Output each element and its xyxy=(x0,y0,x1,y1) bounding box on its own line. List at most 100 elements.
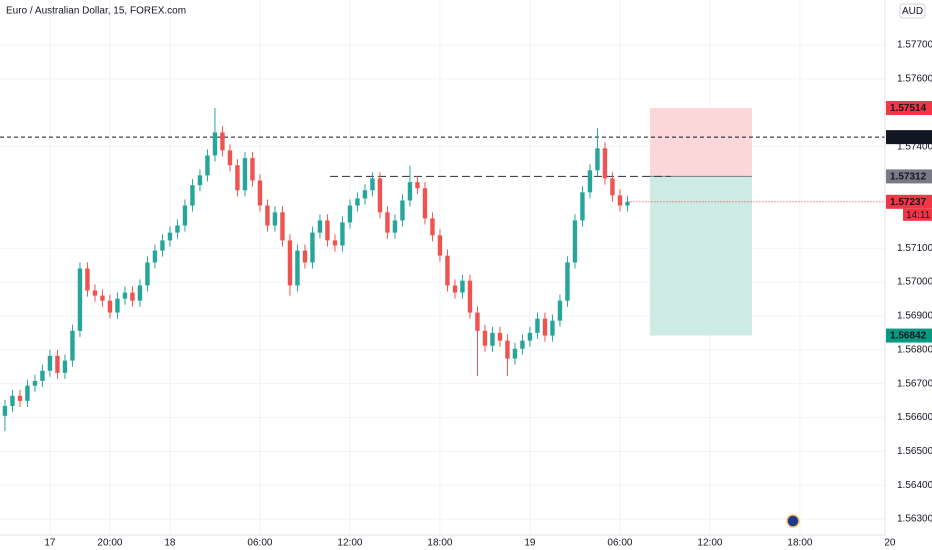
bottom-axis xyxy=(0,535,885,550)
y-tick-label: 1.56900 xyxy=(897,311,932,322)
y-tick-label: 1.56800 xyxy=(897,344,932,355)
candle-body xyxy=(595,148,600,171)
candle-body xyxy=(460,280,465,293)
candle-body xyxy=(557,300,563,321)
candle-body xyxy=(527,332,533,341)
candle-body xyxy=(197,175,203,186)
candle-body xyxy=(167,232,173,241)
candle-body xyxy=(242,158,248,191)
candle-body xyxy=(325,220,330,241)
candle-body xyxy=(550,320,555,336)
candle-body xyxy=(362,190,368,199)
candle-body xyxy=(497,332,503,341)
x-tick-label: 06:00 xyxy=(247,538,272,549)
candle-body xyxy=(302,250,308,263)
candle-body xyxy=(182,205,188,226)
candle-body xyxy=(152,250,158,263)
y-tick-label: 1.56400 xyxy=(897,480,932,491)
candle-body xyxy=(445,255,450,286)
candle-body xyxy=(100,295,105,301)
target-tag xyxy=(886,328,932,343)
y-tick-label: 1.56600 xyxy=(897,412,932,423)
y-tick-label: 1.57700 xyxy=(897,40,932,51)
x-tick-label: 17 xyxy=(44,538,56,549)
candle-body xyxy=(407,182,413,201)
candle-body xyxy=(317,220,323,233)
countdown-tag xyxy=(903,208,932,221)
x-tick-label: 18:00 xyxy=(787,538,812,549)
x-tick-label: 19 xyxy=(524,538,536,549)
y-tick-label: 1.57000 xyxy=(897,277,932,288)
candle-body xyxy=(32,380,38,386)
x-tick-label: 18 xyxy=(164,538,176,549)
candle-body xyxy=(145,262,150,286)
level-tag xyxy=(886,130,932,145)
candle-body xyxy=(625,201,630,206)
candle-body xyxy=(77,268,83,331)
candle-body xyxy=(392,220,398,233)
candle-body xyxy=(572,220,578,263)
candle-body xyxy=(340,222,345,246)
entry-label: 1.57312 xyxy=(890,172,927,183)
candle-body xyxy=(332,240,338,246)
candle-body xyxy=(437,235,443,256)
candle-body xyxy=(490,332,495,346)
candle-body xyxy=(520,340,525,349)
candle-body xyxy=(272,212,278,226)
candle-body xyxy=(377,178,383,213)
candle-body xyxy=(47,355,53,371)
target-zone xyxy=(649,176,752,336)
candle-body xyxy=(422,188,428,219)
candle-body xyxy=(355,198,360,206)
candle-body xyxy=(190,185,195,206)
x-tick-label: 20:00 xyxy=(97,538,122,549)
candle-body xyxy=(310,232,315,263)
candle-body xyxy=(205,155,210,176)
candle-body xyxy=(92,290,98,296)
stop-zone xyxy=(649,108,752,177)
x-tick-label: 20 xyxy=(884,538,896,549)
candle-body xyxy=(400,200,405,221)
x-tick-label: 12:00 xyxy=(337,538,362,549)
candle-body xyxy=(265,205,270,226)
x-tick-label: 18:00 xyxy=(427,538,452,549)
candle-body xyxy=(85,268,90,291)
candle-body xyxy=(212,132,218,156)
y-tick-label: 1.56300 xyxy=(897,514,932,525)
candle-body xyxy=(475,312,480,331)
y-tick-label: 1.56700 xyxy=(897,378,932,389)
candle-body xyxy=(415,182,420,189)
plot-area xyxy=(0,0,885,535)
flag-icon xyxy=(786,514,800,528)
candle-body xyxy=(505,340,510,359)
current-price-tag xyxy=(886,194,932,209)
candle-body xyxy=(130,292,135,301)
candle-body xyxy=(535,318,540,333)
candle-body xyxy=(587,170,593,193)
chart-title: Euro / Australian Dollar, 15, FOREX.com xyxy=(6,6,186,17)
currency-badge xyxy=(899,3,926,19)
stop-label: 1.57514 xyxy=(890,103,927,114)
candle-body xyxy=(565,262,570,301)
candle-body xyxy=(347,205,353,223)
candle-body xyxy=(370,178,375,191)
candle-body xyxy=(295,250,300,286)
candle-body xyxy=(452,285,458,293)
level-label: 1.57428 xyxy=(890,132,927,143)
target-label: 1.56842 xyxy=(890,331,927,342)
entry-tag xyxy=(886,169,932,184)
candle-body xyxy=(257,180,263,206)
candle-body xyxy=(430,218,435,236)
y-tick-label: 1.57400 xyxy=(897,141,932,152)
candle-body xyxy=(115,298,120,313)
candle-body xyxy=(62,360,68,373)
candle-body xyxy=(122,292,128,299)
candle-body xyxy=(467,280,473,313)
stop-tag xyxy=(886,101,932,116)
price-axis xyxy=(885,0,932,550)
currency-label: AUD xyxy=(902,6,923,17)
candle-body xyxy=(25,385,30,401)
candle-body xyxy=(220,132,225,151)
